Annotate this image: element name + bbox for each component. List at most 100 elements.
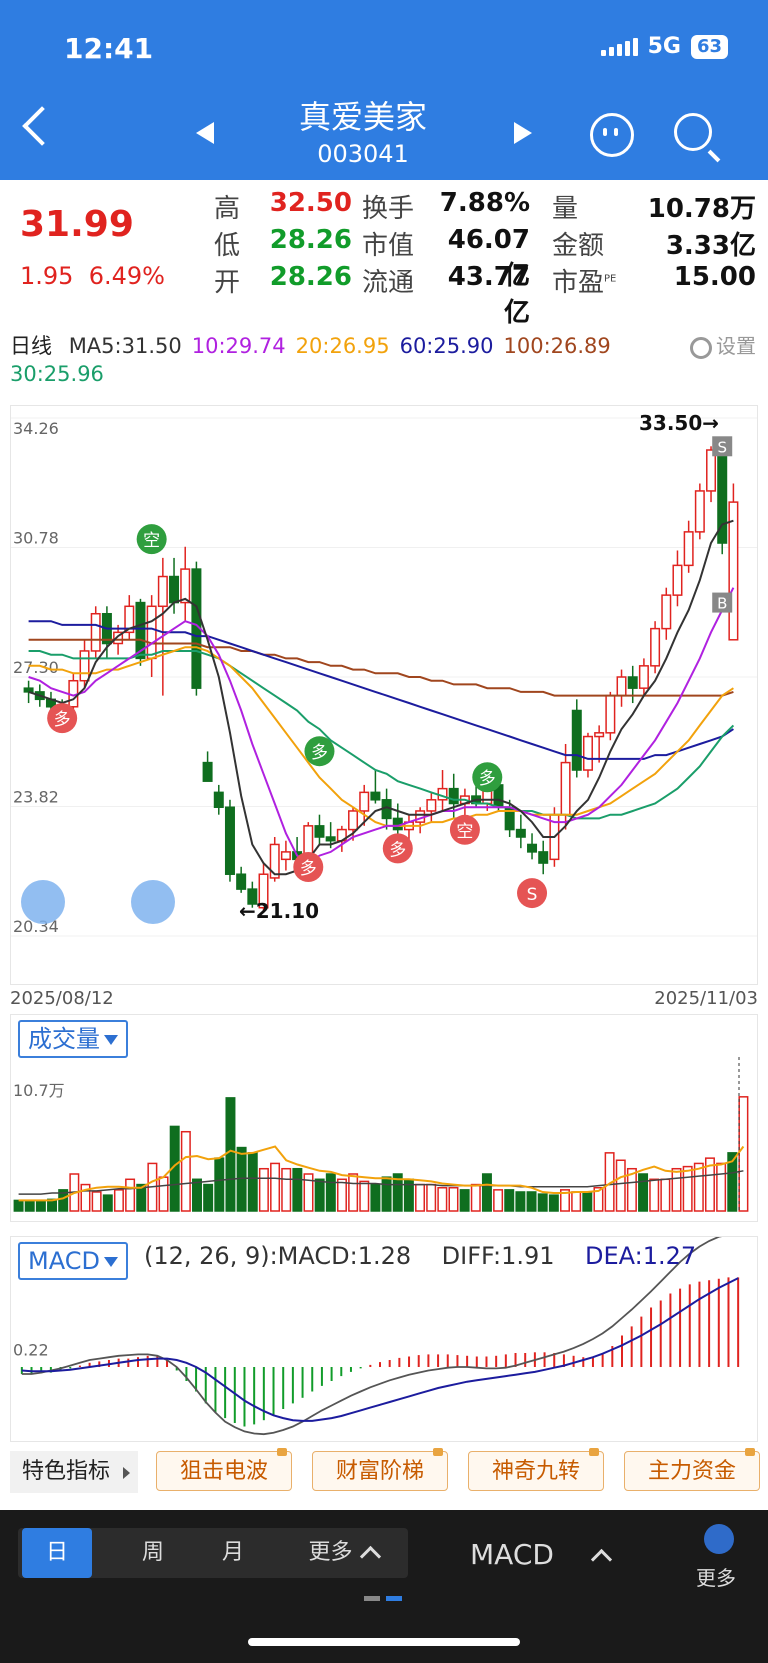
volume-bar <box>348 1173 359 1212</box>
chevron-up-icon <box>359 1545 381 1567</box>
ma20-line <box>28 646 734 827</box>
quote-label: 市值 <box>362 231 415 261</box>
gear-icon <box>690 336 712 359</box>
volume-bar <box>125 1178 136 1212</box>
candle <box>325 836 336 842</box>
quote-label: 金额 <box>552 231 605 261</box>
quote-value: 7.88% <box>439 188 530 218</box>
quote-label: 低 <box>214 231 241 261</box>
volume-bar <box>693 1162 704 1212</box>
next-stock-icon[interactable] <box>514 122 532 144</box>
lock-icon <box>277 1448 287 1456</box>
volume-bar <box>716 1162 727 1212</box>
volume-bar <box>727 1152 738 1212</box>
y-tick-label: 34.26 <box>13 419 59 438</box>
sell-marker <box>712 436 733 457</box>
candle <box>672 564 683 596</box>
volume-bar <box>192 1178 202 1212</box>
y-tick-label: 30.78 <box>13 529 59 548</box>
signal-marker <box>449 814 480 845</box>
candle <box>258 873 269 909</box>
volume-bar <box>158 1176 169 1212</box>
candle <box>426 799 437 812</box>
candle <box>627 676 638 689</box>
candle <box>79 650 90 682</box>
quote-value: 28.26 <box>269 225 352 255</box>
feature-item[interactable]: 主力资金 <box>624 1448 760 1491</box>
volume-bar <box>448 1186 459 1212</box>
feature-indicators-button[interactable]: 特色指标 <box>10 1451 138 1493</box>
candle <box>359 791 370 812</box>
signal-marker <box>136 524 167 555</box>
sell-label: S <box>717 438 727 456</box>
volume-bar <box>303 1173 314 1212</box>
volume-bar <box>24 1200 35 1212</box>
volume-bar <box>682 1165 693 1212</box>
ma30-label: 30:25.96 <box>10 362 104 386</box>
kline-chart[interactable]: 34.2630.7827.3023.8220.3433.50→←21.10多空多… <box>11 406 757 984</box>
bottom-toolbar: 日 周 月 更多 MACD 更多 <box>0 1510 768 1663</box>
buy-label: B <box>717 595 727 613</box>
back-icon[interactable] <box>22 106 62 146</box>
signal-label: 多 <box>389 840 406 860</box>
signal-label: 多 <box>54 710 71 730</box>
volume-bar <box>180 1130 191 1212</box>
settings-button[interactable]: 设置 <box>690 330 756 359</box>
volume-bar <box>314 1178 325 1212</box>
search-icon[interactable] <box>674 113 712 151</box>
volume-panel[interactable]: 10.7万 <box>10 1014 758 1222</box>
signal-marker <box>382 833 413 864</box>
volume-bar <box>504 1189 515 1212</box>
candle <box>213 791 224 808</box>
candle <box>661 594 672 630</box>
ma60-line <box>28 620 734 760</box>
macd-values: (12, 26, 9):MACD:1.28 DIFF:1.91 DEA:1.27 <box>144 1242 697 1270</box>
period-day[interactable]: 日 <box>22 1528 92 1578</box>
candle <box>594 732 605 738</box>
signal-label: 多 <box>479 769 496 789</box>
volume-bar <box>593 1186 604 1212</box>
period-more[interactable]: 更多 <box>288 1528 398 1578</box>
macd-indicator-select[interactable]: MACD <box>18 1242 128 1280</box>
candle <box>527 843 538 853</box>
ma100-line <box>28 638 734 697</box>
volume-bar <box>370 1183 381 1212</box>
end-date: 2025/11/03 <box>654 988 758 1009</box>
chat-icon[interactable] <box>590 113 634 157</box>
more-button[interactable]: 更多 <box>696 1566 736 1590</box>
period-month[interactable]: 月 <box>221 1540 244 1565</box>
candle <box>515 828 526 838</box>
candle <box>728 501 739 641</box>
chevron-up-icon <box>590 1548 613 1570</box>
kline-panel[interactable]: 34.26 30.78 27.30 23.82 20.34 33.50→ ←21.10 多空多… <box>10 405 758 985</box>
candle <box>314 825 325 838</box>
period-week[interactable]: 周 <box>141 1540 164 1565</box>
feature-item[interactable]: 财富阶梯 <box>312 1448 448 1491</box>
volume-bar <box>571 1191 582 1212</box>
volume-bar <box>426 1183 437 1212</box>
volume-chart: 10.7万 <box>13 1057 749 1212</box>
volume-bar <box>459 1189 470 1212</box>
prev-stock-icon[interactable] <box>196 122 214 144</box>
feature-item[interactable]: 神奇九转 <box>468 1448 604 1491</box>
lock-icon <box>745 1448 755 1456</box>
volume-indicator-select[interactable]: 成交量 <box>18 1020 128 1058</box>
stock-name: 真爱美家 <box>298 98 427 136</box>
candle <box>538 851 549 864</box>
candle <box>224 806 235 875</box>
signal-marker <box>472 762 503 793</box>
candle <box>157 575 168 608</box>
feature-item[interactable]: 狙击电波 <box>156 1448 292 1491</box>
signal-label: S <box>527 885 538 905</box>
macd-y-label: 0.22 <box>13 1341 49 1360</box>
volume-bar <box>515 1191 526 1212</box>
signal-label: 多 <box>311 743 328 763</box>
macd-panel[interactable]: 0.22 <box>10 1232 758 1442</box>
more-icon[interactable] <box>704 1524 734 1554</box>
candle <box>582 735 593 771</box>
candle <box>169 575 180 604</box>
volume-bar <box>80 1183 91 1212</box>
volume-bar <box>225 1097 236 1212</box>
indicator-switch[interactable]: MACD <box>470 1538 613 1571</box>
ma-legend: 日线 MA5:31.50 10:29.74 20:26.95 60:25.90 100:… <box>10 330 611 360</box>
